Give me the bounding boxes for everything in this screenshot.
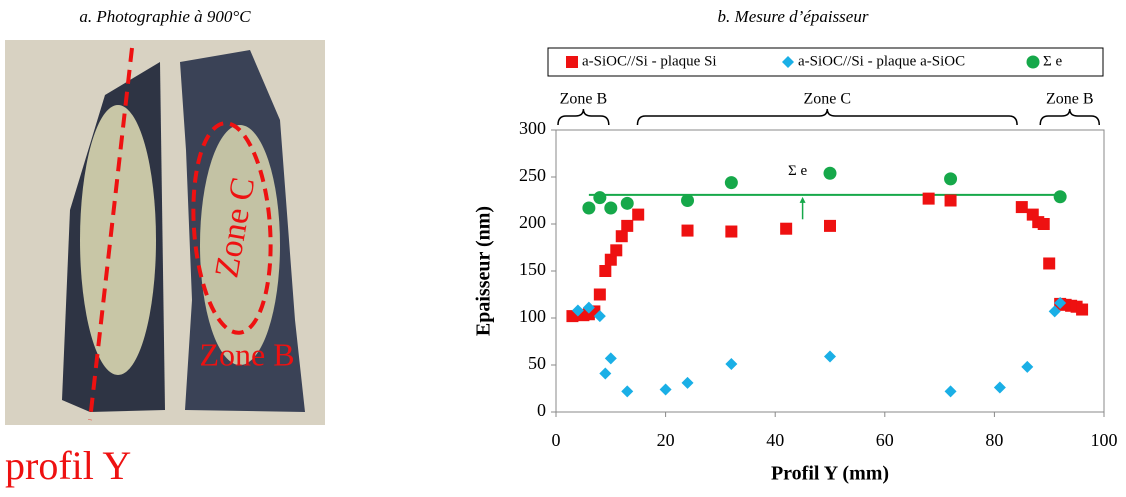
legend-label: a-SiOC//Si - plaque Si	[582, 53, 717, 69]
zone-b-label: Zone B	[199, 336, 294, 372]
square-marker	[824, 219, 836, 232]
chart-title: b. Mesure d’épaisseur	[718, 7, 869, 26]
legend: a-SiOC//Si - plaque Si a-SiOC//Si - plaqu…	[547, 47, 1104, 77]
diamond-marker	[782, 56, 794, 68]
y-tick-label: 300	[519, 118, 546, 138]
diamond-marker	[582, 301, 595, 314]
legend-label: a-SiOC//Si - plaque a-SiOC	[798, 53, 965, 69]
y-tick-label: 0	[537, 400, 546, 420]
circle-marker	[724, 176, 738, 190]
y-tick-label: 50	[528, 353, 546, 373]
circle-marker	[1053, 190, 1067, 204]
zone-label: Zone B	[1046, 91, 1094, 108]
square-marker	[615, 230, 628, 243]
diamond-marker	[944, 385, 957, 398]
square-marker	[944, 194, 957, 207]
zone-brace	[557, 108, 610, 126]
square-marker	[610, 244, 623, 257]
square-marker	[604, 253, 617, 266]
square-marker	[1076, 303, 1089, 316]
circle-marker	[604, 201, 618, 215]
photo: Zone C Zone B	[5, 40, 325, 425]
square-marker	[922, 192, 935, 205]
y-tick-label: 100	[519, 306, 546, 326]
diamond-marker	[571, 304, 584, 317]
circle-marker	[593, 191, 607, 205]
circle-marker	[823, 166, 837, 180]
square-marker	[1037, 218, 1050, 230]
zone-brace	[1039, 108, 1101, 126]
legend-label: Σ e	[1043, 53, 1062, 69]
diamond-marker	[1054, 296, 1067, 309]
square-marker	[632, 208, 645, 221]
y-tick-label: 250	[519, 165, 546, 185]
photo-caption: a. Photographie à 900°C	[79, 7, 251, 26]
sum-label: Σ e	[788, 163, 807, 179]
square-marker	[780, 222, 793, 235]
y-tick-label: 200	[519, 212, 546, 232]
diamond-marker	[604, 352, 617, 365]
circle-marker	[1026, 55, 1040, 69]
legend-box	[547, 47, 1104, 77]
x-tick-label: 40	[766, 430, 784, 450]
sum-arrow-head	[799, 196, 806, 203]
x-tick-label: 0	[552, 430, 561, 450]
diamond-marker	[1048, 305, 1061, 318]
circle-marker	[681, 194, 695, 207]
diamond-marker	[1021, 360, 1034, 373]
x-axis-title: Profil Y (mm)	[771, 463, 889, 485]
square-marker	[621, 219, 634, 232]
circle-marker	[944, 172, 958, 186]
diamond-marker	[681, 376, 694, 389]
diamond-marker	[824, 350, 836, 363]
zone-label: Zone C	[803, 91, 851, 108]
circle-marker	[620, 196, 634, 210]
diamond-marker	[659, 383, 672, 396]
square-marker	[1015, 201, 1028, 214]
profile-line	[88, 47, 134, 421]
zone-c-outline	[191, 121, 273, 335]
diamond-marker	[725, 358, 738, 371]
diamond-marker	[599, 367, 612, 380]
square-marker	[566, 56, 578, 68]
x-tick-label: 80	[985, 430, 1003, 450]
x-tick-label: 100	[1091, 430, 1118, 450]
zone-brace	[636, 108, 1018, 126]
diamond-marker	[621, 385, 634, 398]
zone-label: Zone B	[560, 91, 608, 108]
y-axis-title: Epaisseur (nm)	[473, 206, 495, 336]
square-marker	[725, 225, 738, 238]
square-marker	[1043, 257, 1056, 270]
diamond-marker	[993, 381, 1006, 394]
x-tick-label: 20	[657, 430, 675, 450]
y-tick-label: 150	[519, 259, 546, 279]
x-tick-label: 60	[876, 430, 894, 450]
square-marker	[599, 265, 612, 277]
square-marker	[681, 224, 694, 237]
circle-marker	[582, 201, 596, 215]
profile-label: profil Y	[5, 443, 131, 488]
sample-right-center	[200, 125, 280, 365]
diamond-marker	[593, 310, 606, 323]
square-marker	[593, 288, 606, 301]
sample-left-center	[80, 105, 156, 375]
